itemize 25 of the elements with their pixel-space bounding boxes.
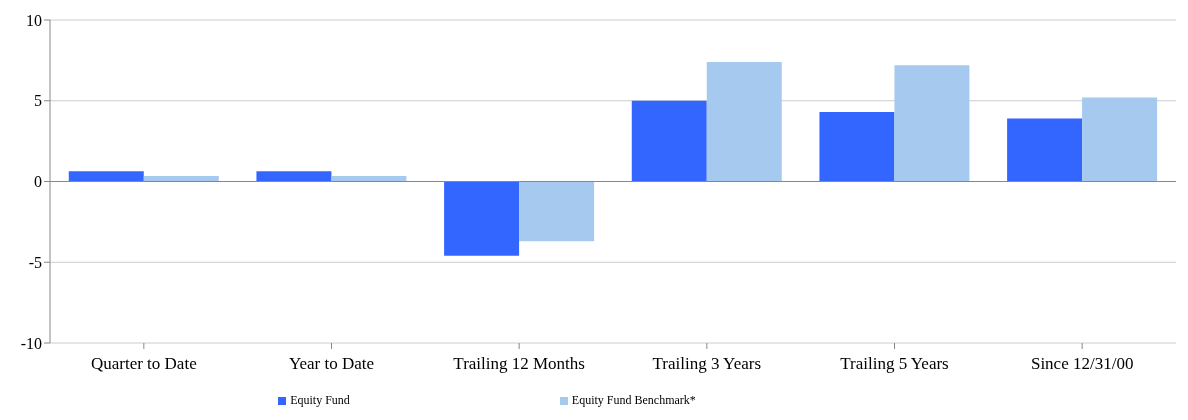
x-tick-label: Quarter to Date — [90, 354, 197, 374]
bar — [706, 61, 782, 182]
y-tick-label: 5 — [34, 92, 42, 110]
y-tick-label: -10 — [20, 334, 42, 352]
legend-label: Equity Fund — [290, 393, 350, 407]
bar — [68, 171, 144, 182]
bar — [256, 171, 332, 182]
x-tick-label: Since 12/31/00 — [1030, 354, 1134, 374]
bar — [331, 176, 407, 182]
x-tick-label: Trailing 12 Months — [453, 354, 585, 374]
bar — [631, 100, 707, 182]
y-tick-label: 10 — [26, 11, 42, 29]
bar — [894, 65, 970, 182]
legend-label: Equity Fund Benchmark* — [571, 393, 696, 407]
x-tick-label: Year to Date — [288, 354, 375, 374]
x-tick-label: Trailing 5 Years — [840, 354, 949, 374]
bar — [143, 176, 219, 182]
y-tick-label: -5 — [28, 253, 42, 271]
bar — [444, 181, 520, 256]
bar — [1007, 118, 1083, 182]
bar — [519, 181, 595, 242]
y-tick-label: 0 — [34, 173, 42, 191]
bar — [819, 112, 895, 182]
x-tick-label: Trailing 3 Years — [652, 354, 762, 374]
bar — [1082, 97, 1158, 182]
